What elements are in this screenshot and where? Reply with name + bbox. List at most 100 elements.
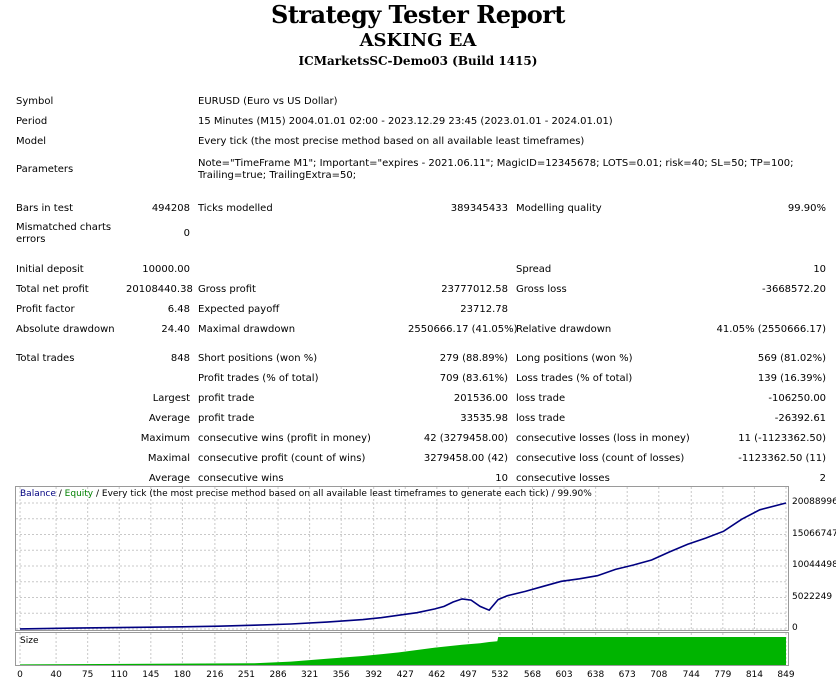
model-row: Model Every tick (the most precise metho… [12,132,830,152]
symbol-row: Symbol EURUSD (Euro vs US Dollar) [12,92,830,112]
loss-trades-label: Loss trades (% of total) [516,373,633,384]
balance-chart: Balance / Equity / Every tick (the most … [15,486,789,631]
x-tick-label: 251 [237,670,256,680]
net-label: Total net profit [16,284,89,295]
max-wins-value: 42 (3279458.00) [423,433,508,444]
size-label: Size [20,636,39,646]
avg-consec-row: Average consecutive wins 10 consecutive … [12,469,830,489]
pf-row: Profit factor 6.48 Expected payoff 23712… [12,300,830,320]
x-tick-label: 497 [459,670,477,680]
parameters-line-2: Trailing=true; TrailingExtra=50; [198,170,357,181]
report-title: Strategy Tester Report [270,0,566,29]
average-loss-label: loss trade [516,413,566,424]
pf-value: 6.48 [167,304,190,315]
average-loss-value: -26392.61 [774,413,827,424]
max-wins-label: consecutive wins (profit in money) [198,433,371,444]
maximal-profit-value: 3279458.00 (42) [423,453,508,464]
y-tick-label: 0 [792,623,798,633]
payoff-value: 23712.78 [460,304,508,315]
pf-label: Profit factor [16,304,75,315]
payoff-label: Expected payoff [198,304,280,315]
x-tick-label: 286 [269,670,287,680]
deposit-label: Initial deposit [16,264,84,275]
x-tick-label: 145 [142,670,160,680]
period-label: Period [16,116,48,127]
net-value: 20108440.38 [126,284,193,295]
largest-loss-value: -106250.00 [768,393,827,404]
model-value: Every tick (the most precise method base… [198,136,585,147]
x-tick-label: 603 [555,670,573,680]
bars-label: Bars in test [16,203,73,214]
average-row: Average profit trade 33535.98 loss trade… [12,409,830,429]
x-tick-label: 392 [365,670,383,680]
symbol-label: Symbol [16,96,54,107]
quality-label: Modelling quality [516,203,602,214]
parameters-label: Parameters [16,164,74,175]
largest-profit-value: 201536.00 [453,393,508,404]
deposit-row: Initial deposit 10000.00 Spread 10 [12,260,830,280]
parameters-line-1: Note="TimeFrame M1"; Important="expires … [198,158,794,169]
maximal-loss-label: consecutive loss (count of losses) [516,453,685,464]
quality-value: 99.90% [787,203,827,214]
largest-profit-label: profit trade [198,393,255,404]
gross-loss-value: -3668572.20 [761,284,827,295]
drawdown-row: Absolute drawdown 24.40 Maximal drawdown… [12,320,830,340]
y-tick-label: 15066747 [792,528,836,539]
x-tick-label: 532 [491,670,509,680]
ticks-label: Ticks modelled [198,203,273,214]
spread-label: Spread [516,264,552,275]
avg-wins-value: 10 [495,473,508,484]
maximum-row: Maximum consecutive wins (profit in mone… [12,429,830,449]
deposit-value: 10000.00 [142,264,190,275]
net-row: Total net profit 20108440.38 Gross profi… [12,280,830,300]
x-tick-label: 75 [81,670,94,680]
model-label: Model [16,136,47,147]
profit-trades-label: Profit trades (% of total) [198,373,319,384]
bars-row: Bars in test 494208 Ticks modelled 38934… [12,199,830,219]
max-losses-value: 11 (-1123362.50) [738,433,827,444]
expert-name: ASKING EA [359,30,477,51]
abs-dd-label: Absolute drawdown [16,324,115,335]
balance-chart-plot [16,487,788,630]
legend-description: / Every tick (the most precise method ba… [93,489,592,499]
maximal-label: Maximal [147,453,190,464]
x-tick-label: 744 [682,670,700,680]
server-build: ICMarketsSC-Demo03 (Build 1415) [298,54,538,68]
maximal-profit-label: consecutive profit (count of wins) [198,453,366,464]
x-tick-label: 110 [110,670,128,680]
parameters-value: Note="TimeFrame M1"; Important="expires … [194,152,830,188]
gross-loss-label: Gross loss [516,284,567,295]
symbol-value: EURUSD (Euro vs US Dollar) [198,96,338,107]
x-tick-label: 673 [618,670,636,680]
period-value: 15 Minutes (M15) 2004.01.01 02:00 - 2023… [198,116,613,127]
rel-dd-value: 41.05% (2550666.17) [716,324,827,335]
parameters-row: Parameters Note="TimeFrame M1"; Importan… [12,152,830,188]
max-losses-label: consecutive losses (loss in money) [516,433,690,444]
y-tick-label: 5022249 [792,591,833,602]
mismatch-row: Mismatched charts errors 0 [12,219,830,249]
mismatch-label: Mismatched charts errors [16,222,112,245]
largest-loss-label: loss trade [516,393,566,404]
ticks-value: 389345433 [450,203,508,214]
short-label: Short positions (won %) [198,353,318,364]
legend-equity: Equity [64,489,94,499]
maximum-label: Maximum [140,433,190,444]
bars-value: 494208 [151,203,190,214]
trades-row: Total trades 848 Short positions (won %)… [12,349,830,369]
period-row: Period 15 Minutes (M15) 2004.01.01 02:00… [12,112,830,132]
gross-profit-value: 23777012.58 [441,284,508,295]
x-tick-label: 462 [428,670,446,680]
x-tick-label: 356 [332,670,350,680]
chart-legend: Balance / Equity / Every tick (the most … [20,489,592,499]
long-value: 569 (81.02%) [757,353,827,364]
max-dd-value: 2550666.17 (41.05%) [408,324,518,335]
x-tick-label: 638 [587,670,605,680]
abs-dd-value: 24.40 [161,324,190,335]
x-tick-label: 216 [206,670,224,680]
size-chart: Size [15,632,789,666]
y-tick-label: 20088996 [792,497,836,507]
spread-value: 10 [813,264,827,275]
maximal-loss-value: -1123362.50 (11) [738,453,827,464]
gross-profit-label: Gross profit [198,284,256,295]
size-chart-plot [19,633,787,665]
